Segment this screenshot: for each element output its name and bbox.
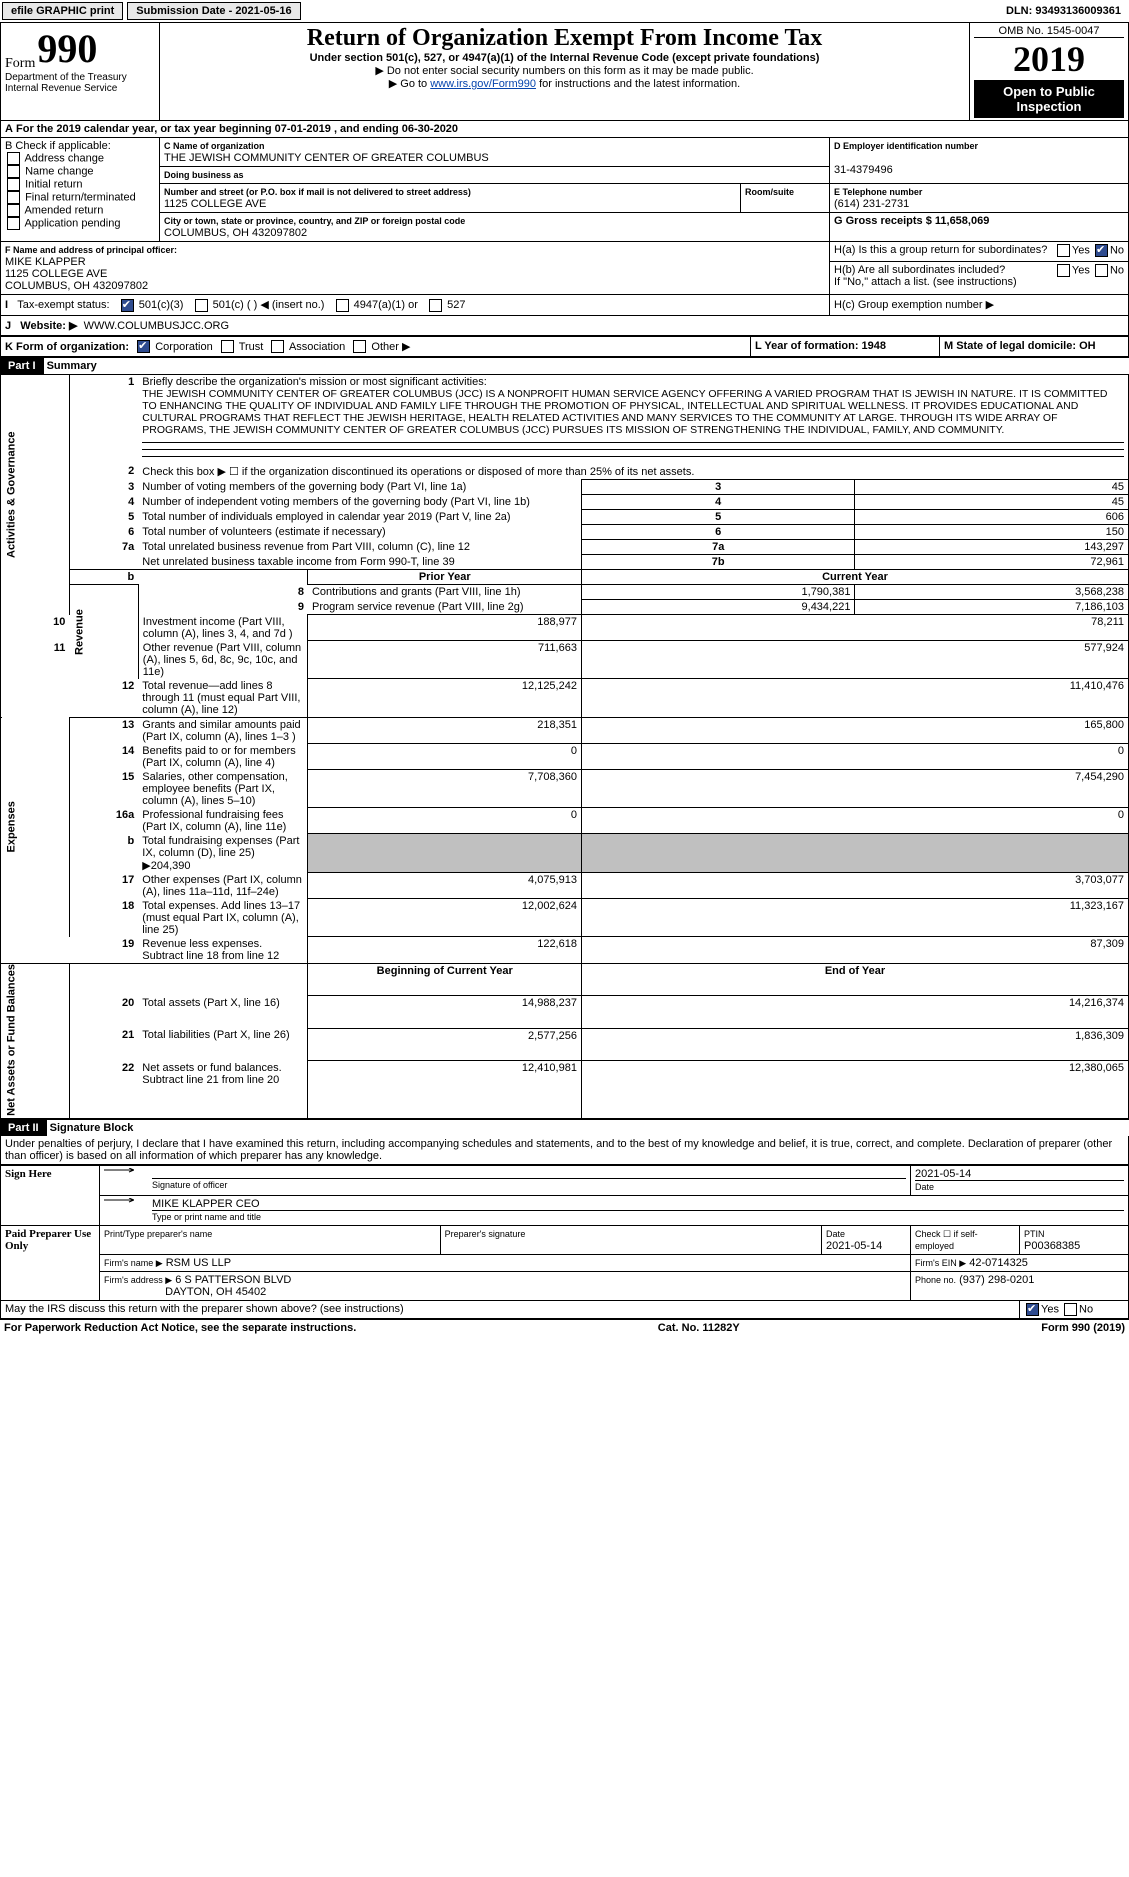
submission-date-button[interactable]: Submission Date - 2021-05-16 [127, 2, 300, 20]
paid-preparer-label: Paid Preparer Use Only [1, 1225, 100, 1300]
firm-name: RSM US LLP [166, 1257, 231, 1269]
street-address: 1125 COLLEGE AVE [164, 198, 266, 210]
cb-initial-return[interactable] [7, 178, 20, 191]
signature-table: Sign Here Signature of officer 2021-05-1… [0, 1165, 1129, 1319]
box-b: B Check if applicable: Address change Na… [1, 138, 160, 242]
instruction-2: ▶ Go to www.irs.gov/Form990 for instruct… [164, 77, 965, 90]
form-990-logo: Form 990 [5, 25, 155, 72]
main-title: Return of Organization Exempt From Incom… [164, 25, 965, 52]
cb-other[interactable] [353, 340, 366, 353]
cb-501c3[interactable] [121, 299, 134, 312]
row-a: A For the 2019 calendar year, or tax yea… [0, 121, 1129, 137]
efile-button[interactable]: efile GRAPHIC print [2, 2, 123, 20]
cb-4947[interactable] [336, 299, 349, 312]
sign-here-label: Sign Here [1, 1165, 100, 1225]
state-domicile: M State of legal domicile: OH [944, 340, 1096, 352]
cb-association[interactable] [271, 340, 284, 353]
cb-amended-return[interactable] [7, 204, 20, 217]
perjury-statement: Under penalties of perjury, I declare th… [0, 1136, 1129, 1165]
mission-text: THE JEWISH COMMUNITY CENTER OF GREATER C… [142, 388, 1107, 436]
cb-application-pending[interactable] [7, 217, 20, 230]
footer: For Paperwork Reduction Act Notice, see … [0, 1319, 1129, 1336]
k-row: K Form of organization: Corporation Trus… [0, 336, 1129, 358]
instruction-1: ▶ Do not enter social security numbers o… [164, 64, 965, 77]
main-info-table: B Check if applicable: Address change Na… [0, 137, 1129, 336]
gross-receipts: G Gross receipts $ 11,658,069 [834, 215, 989, 227]
year-formation: L Year of formation: 1948 [755, 340, 886, 352]
side-expenses: Expenses [1, 717, 70, 937]
phone: (614) 231-2731 [834, 198, 909, 210]
subtitle: Under section 501(c), 527, or 4947(a)(1)… [164, 52, 965, 64]
cb-discuss-no[interactable] [1064, 1303, 1077, 1316]
cb-501c[interactable] [195, 299, 208, 312]
officer-sig-name: MIKE KLAPPER CEO [152, 1198, 260, 1210]
irs-link[interactable]: www.irs.gov/Form990 [430, 78, 536, 90]
dln-label: DLN: 93493136009361 [1006, 5, 1129, 17]
officer-name: MIKE KLAPPER [5, 256, 86, 268]
open-to-public: Open to Public Inspection [974, 80, 1124, 118]
dept-irs: Internal Revenue Service [5, 83, 155, 94]
cb-ha-yes[interactable] [1057, 244, 1070, 257]
org-name: THE JEWISH COMMUNITY CENTER OF GREATER C… [164, 152, 489, 164]
cb-address-change[interactable] [7, 152, 20, 165]
dept-treasury: Department of the Treasury [5, 72, 155, 83]
cb-name-change[interactable] [7, 165, 20, 178]
header-table: Form 990 Department of the Treasury Inte… [0, 22, 1129, 121]
side-revenue: Revenue [69, 585, 138, 679]
cb-527[interactable] [429, 299, 442, 312]
part-2-header: Part II Signature Block [0, 1119, 1129, 1136]
cb-discuss-yes[interactable] [1026, 1303, 1039, 1316]
summary-table: Activities & Governance 1 Briefly descri… [0, 374, 1129, 1118]
cb-hb-no[interactable] [1095, 264, 1108, 277]
side-net-assets: Net Assets or Fund Balances [1, 963, 70, 1118]
top-bar: efile GRAPHIC print Submission Date - 20… [0, 0, 1129, 22]
cb-hb-yes[interactable] [1057, 264, 1070, 277]
cb-corporation[interactable] [137, 340, 150, 353]
tax-year: 2019 [974, 38, 1124, 80]
side-activities: Activities & Governance [1, 375, 70, 615]
city-state-zip: COLUMBUS, OH 432097802 [164, 227, 307, 239]
cb-final-return[interactable] [7, 191, 20, 204]
part-1-header: Part I Summary [0, 357, 1129, 374]
cb-trust[interactable] [221, 340, 234, 353]
ein: 31-4379496 [834, 164, 893, 176]
website-url: WWW.COLUMBUSJCC.ORG [84, 320, 229, 332]
cb-ha-no[interactable] [1095, 244, 1108, 257]
omb-number: OMB No. 1545-0047 [974, 25, 1124, 38]
